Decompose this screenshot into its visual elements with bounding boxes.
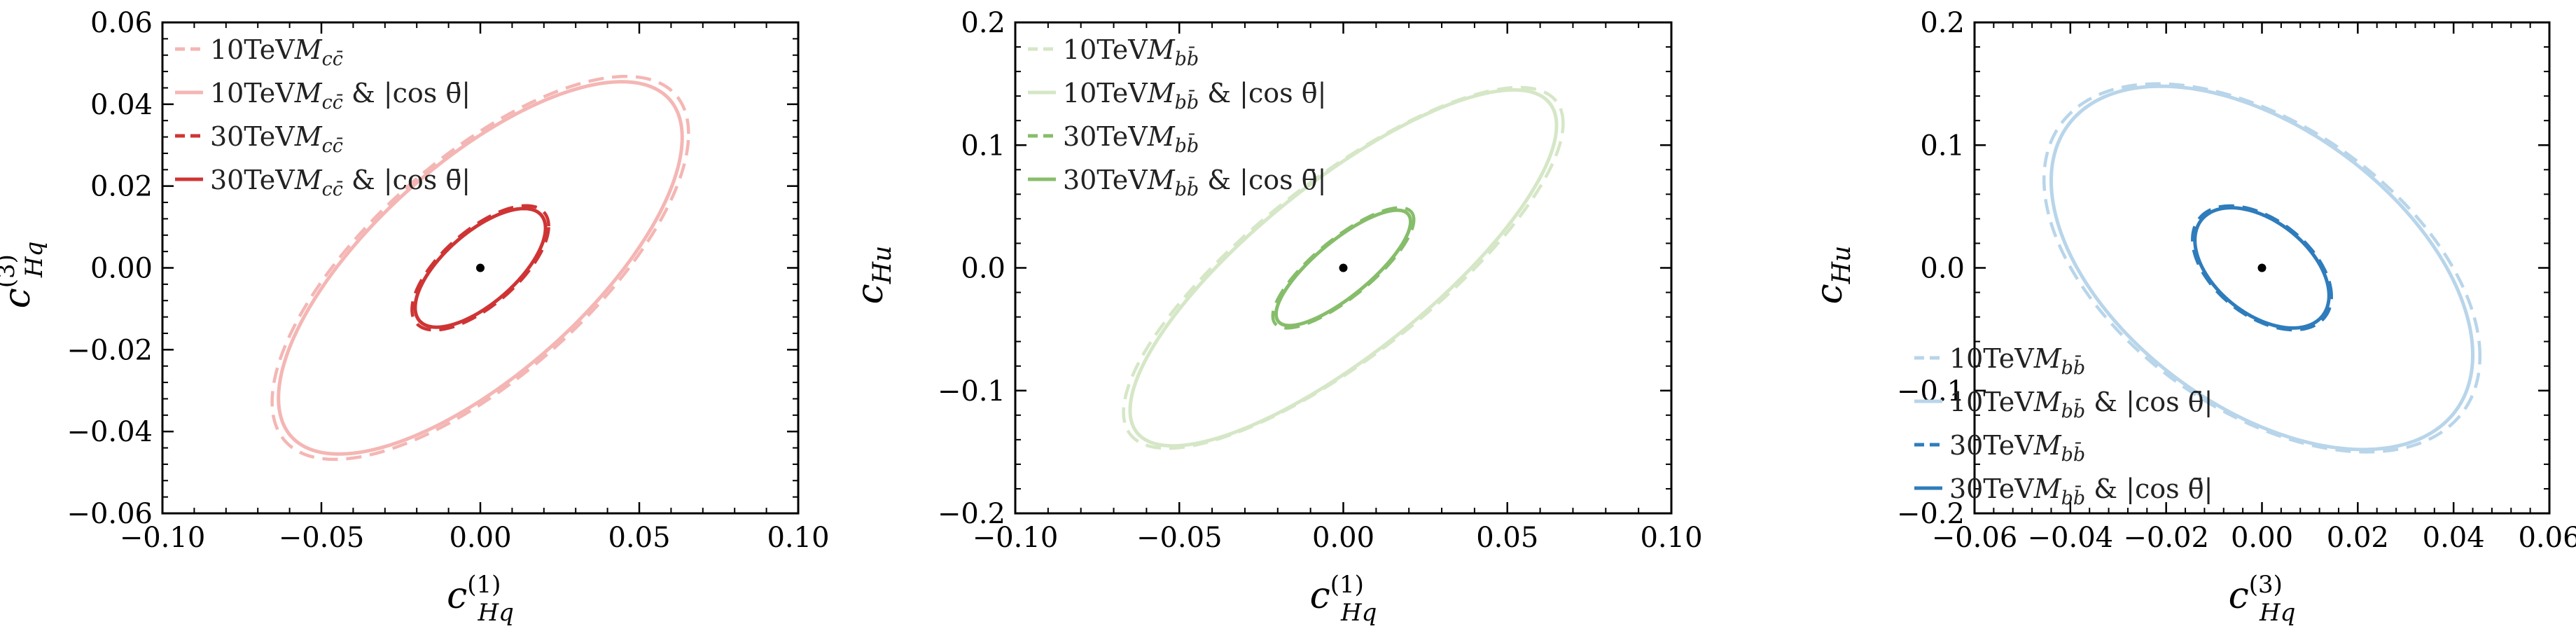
- y-tick-label: −0.1: [938, 375, 1005, 408]
- y-tick-label: 0.02: [90, 171, 153, 203]
- x-axis-ticks: −0.10 −0.05 0.00 0.05 0.10: [973, 22, 1703, 554]
- y-tick-label: 0.2: [1920, 7, 1965, 39]
- series-group: [1122, 85, 1565, 450]
- legend-label: 30TeVMbb̄ & |cos θ̄|: [1949, 473, 2213, 509]
- legend: 10TeVMcc̄ 10TeVMcc̄ & |cos θ̄| 30TeVMcc̄ 30…: [175, 34, 471, 200]
- best-fit-point: [1339, 263, 1348, 272]
- series-line-2: [1128, 88, 1559, 448]
- x-tick-label: 0.10: [1640, 522, 1702, 554]
- series-line-3: [410, 204, 550, 332]
- x-tick-label: 0.10: [767, 522, 829, 554]
- legend-label: 10TeVMbb̄: [1063, 34, 1199, 70]
- series-line-4: [413, 207, 548, 329]
- x-tick-label: 0.00: [1312, 522, 1374, 554]
- x-axis-label: c(1) Hq: [447, 571, 514, 627]
- x-tick-label: 0.00: [449, 522, 511, 554]
- panel-1: −0.10 −0.05 0.00 0.05 0.10 −0.06 −0.04 −0.02 0.0…: [0, 7, 830, 627]
- series-line-4: [1274, 208, 1413, 328]
- y-axis-label: cHu: [849, 246, 897, 305]
- y-tick-label: 0.2: [961, 7, 1005, 39]
- legend: 10TeVMbb̄ 10TeVMbb̄ & |cos θ̄| 30TeVMbb̄ 30…: [1028, 34, 1326, 200]
- x-tick-label: 0.05: [1476, 522, 1538, 554]
- legend-label: 10TeVMbb̄: [1949, 343, 2085, 379]
- y-tick-label: 0.00: [90, 253, 153, 285]
- y-axis-ticks: −0.2−0.10.00.10.2: [1897, 7, 2549, 530]
- legend-label: 30TeVMcc̄ & |cos θ̄|: [210, 165, 471, 200]
- series-line-4: [2193, 206, 2331, 330]
- y-tick-label: 0.0: [1920, 253, 1965, 285]
- x-tick-label: −0.05: [279, 522, 365, 554]
- y-tick-label: −0.02: [67, 334, 153, 366]
- x-tick-label: −0.06: [1932, 522, 2018, 554]
- x-tick-label: −0.05: [1136, 522, 1223, 554]
- x-tick-label: −0.04: [2028, 522, 2114, 554]
- y-tick-label: −0.2: [938, 498, 1005, 530]
- series-group: [270, 74, 690, 462]
- x-tick-label: 0.05: [608, 522, 670, 554]
- x-axis-ticks: −0.06 −0.04 −0.02 0.00 0.02 0.04 0.06: [1932, 22, 2576, 554]
- y-tick-label: −0.06: [67, 498, 153, 530]
- y-tick-label: −0.2: [1897, 498, 1965, 530]
- y-axis-ticks: −0.2 −0.1 0.0 0.1 0.2: [938, 7, 1671, 530]
- legend-label: 10TeVMcc̄ & |cos θ̄|: [210, 78, 471, 113]
- x-axis-ticks: −0.10 −0.05 0.00 0.05 0.10: [120, 22, 830, 554]
- y-tick-label: 0.0: [961, 253, 1005, 285]
- legend-label: 30TeVMbb̄: [1949, 430, 2085, 466]
- x-tick-label: 0.00: [2231, 522, 2293, 554]
- best-fit-point: [2257, 263, 2267, 272]
- legend-label: 30TeVMbb̄ & |cos θ̄|: [1063, 165, 1326, 200]
- x-tick-label: −0.10: [120, 522, 206, 554]
- series-line-1: [2042, 82, 2482, 454]
- x-tick-label: 0.04: [2423, 522, 2485, 554]
- y-axis-label: c(3)Hq: [0, 242, 48, 309]
- series-line-2: [2049, 84, 2475, 452]
- panel-3: −0.06 −0.04 −0.02 0.00 0.02 0.04 0.06−0.2−0.10…: [1809, 7, 2576, 627]
- x-tick-label: 0.06: [2518, 522, 2576, 554]
- y-axis-ticks: −0.06 −0.04 −0.02 0.00 0.02 0.04 0.06: [67, 7, 798, 530]
- legend-label: 10TeVMbb̄ & |cos θ̄|: [1949, 387, 2213, 422]
- panel-2: −0.10 −0.05 0.00 0.05 0.10 −0.2 −0.1 0.0 0.1 0.2 c…: [849, 7, 1703, 627]
- legend-label: 30TeVMcc̄: [210, 121, 343, 157]
- y-tick-label: 0.06: [90, 7, 153, 39]
- x-tick-label: 0.02: [2327, 522, 2389, 554]
- x-tick-label: −0.10: [973, 522, 1059, 554]
- series-line-2: [277, 80, 684, 456]
- y-tick-label: −0.04: [67, 416, 153, 448]
- x-axis-label: c(3) Hq: [2229, 571, 2296, 627]
- legend: 10TeVMbb̄ 10TeVMbb̄ & |cos θ̄| 30TeVMbb̄ 30…: [1914, 343, 2213, 509]
- y-axis-label: cHu: [1809, 246, 1856, 305]
- best-fit-point: [476, 263, 485, 272]
- legend-label: 10TeVMbb̄ & |cos θ̄|: [1063, 78, 1326, 113]
- x-axis-label: c(1) Hq: [1310, 571, 1377, 627]
- legend-label: 10TeVMcc̄: [210, 34, 343, 70]
- y-tick-label: 0.1: [1920, 130, 1965, 162]
- y-tick-label: 0.04: [90, 89, 153, 121]
- series-line-1: [270, 74, 690, 462]
- series-group: [2042, 82, 2482, 454]
- y-tick-label: 0.1: [961, 130, 1005, 162]
- x-tick-label: −0.02: [2123, 522, 2209, 554]
- legend-label: 30TeVMbb̄: [1063, 121, 1199, 157]
